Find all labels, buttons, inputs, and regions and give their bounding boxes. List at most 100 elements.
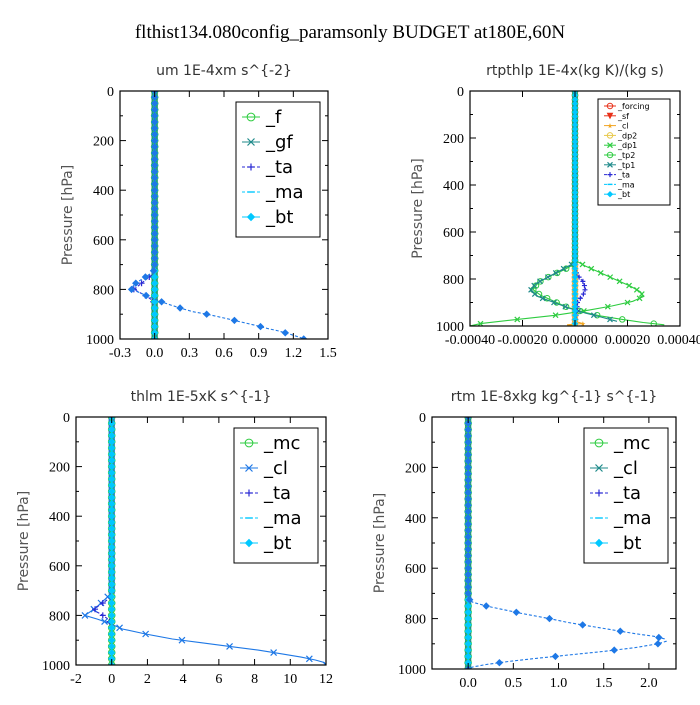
legend-item: _ta — [604, 171, 630, 180]
legend: _forcing_sf_cl_dp2_dp1_tp2_tp1_ta_ma_bt — [597, 98, 671, 206]
y-tick-label: 0 — [107, 85, 114, 100]
series-tp1-point — [551, 299, 557, 306]
x-tick-label: -0.00020 — [497, 333, 547, 348]
legend-label: _dp1 — [617, 141, 637, 150]
series-dp1-point — [579, 261, 586, 268]
legend-swatch-marker — [595, 464, 603, 472]
legend-swatch-marker — [594, 538, 604, 548]
series-tp2-point — [553, 269, 561, 277]
legend-swatch-marker — [246, 212, 256, 222]
series-cl-point — [226, 642, 233, 650]
series-cl-point — [116, 624, 123, 632]
legend-label: _ma — [265, 182, 304, 203]
legend-item: _ta — [242, 157, 293, 178]
legend-label: _tp1 — [617, 161, 635, 170]
legend-swatch-marker — [245, 464, 253, 472]
legend-swatch-marker — [607, 123, 613, 129]
series-cl-point — [270, 649, 278, 657]
y-tick-label: 200 — [49, 461, 70, 476]
legend-item: _sf — [604, 112, 629, 121]
series-profile-5-point — [654, 640, 662, 648]
plot-area — [464, 417, 667, 669]
y-tick-label: 400 — [93, 184, 114, 199]
legend-swatch-marker — [606, 190, 614, 198]
plot-area — [81, 417, 326, 665]
legend-item: _dp1 — [604, 141, 637, 150]
series-tp1-point — [572, 91, 578, 94]
x-tick-label: 10 — [283, 672, 297, 687]
series-profile-5-point — [495, 658, 504, 667]
legend-label: _ma — [617, 180, 635, 189]
x-tick-label: 1.5 — [595, 676, 613, 691]
x-tick-label: 4 — [180, 672, 187, 687]
y-tick-label: 800 — [443, 273, 464, 288]
series-tp1-point — [590, 312, 597, 319]
legend-label: _mc — [613, 433, 650, 454]
series-profile-5-point — [300, 335, 308, 339]
legend-swatch-marker — [247, 138, 255, 146]
x-tick-label: 1.2 — [285, 346, 303, 361]
series-profile-5-point — [132, 279, 140, 287]
series-profile-5-line — [130, 91, 304, 339]
legend-item: _gf — [242, 132, 293, 153]
series-cl-point — [322, 661, 326, 665]
y-tick-label: 0 — [63, 411, 70, 426]
series-cl-point — [81, 611, 89, 619]
x-tick-label: 0.0 — [146, 346, 164, 361]
legend-label: _bt — [617, 190, 630, 199]
x-tick-label: 8 — [251, 672, 258, 687]
legend-item: _bt — [604, 190, 630, 199]
series-profile-5-point — [142, 291, 150, 300]
y-tick-label: 800 — [405, 613, 426, 628]
x-tick-label: -0.00040 — [445, 333, 495, 348]
legend-item: _ma — [604, 180, 635, 189]
series-dp1-point — [636, 295, 643, 302]
x-tick-label: -2 — [70, 672, 82, 687]
legend-label: _bt — [263, 533, 291, 554]
panel-thlm: thlm 1E-5xK s^{-1} Pressure [hPa] 0 200 400 6… — [16, 389, 333, 687]
series-tp1-point — [544, 274, 551, 281]
y-tick-label: 0 — [457, 85, 464, 100]
series-dp1-point — [552, 312, 559, 319]
series-profile-5-point — [141, 273, 150, 281]
panel-um: um 1E-4xm s^{-2} Pressure [hPa] 0 200 400 600… — [60, 63, 337, 361]
legend-label: _mc — [263, 433, 300, 454]
y-tick-label: 400 — [405, 512, 426, 527]
legend-swatch-marker — [244, 538, 254, 548]
chart-title: thlm 1E-5xK s^{-1} — [131, 389, 272, 405]
series-profile-5-point — [176, 304, 184, 312]
series-dp1-point — [514, 316, 521, 323]
x-tick-label: 0.3 — [181, 346, 199, 361]
x-tick-label: 0.0 — [459, 676, 477, 691]
legend-label: _cl — [613, 458, 638, 479]
series-dp1-point — [626, 282, 632, 289]
legend-swatch-marker — [244, 438, 254, 448]
series-dp1-point — [638, 291, 645, 297]
legend-item: _ta — [590, 483, 641, 504]
series-cl-point — [305, 655, 313, 663]
series-cl-point — [108, 417, 116, 421]
legend-label: _ta — [265, 157, 293, 178]
series-tp1-point — [560, 265, 567, 272]
series-ta-point — [580, 291, 586, 297]
legend-item: _bt — [242, 207, 293, 228]
x-tick-label: 12 — [319, 672, 333, 687]
legend-swatch-marker — [594, 438, 604, 448]
series-profile-5-point — [578, 621, 587, 629]
x-tick-label: 0.5 — [505, 676, 523, 691]
series-cl-point — [464, 417, 472, 421]
x-tick-label: 0.00040 — [657, 333, 700, 348]
y-tick-label: 800 — [93, 283, 114, 298]
legend-swatch-marker — [606, 102, 614, 110]
series-profile-5-point — [551, 652, 560, 661]
series-dp1-point — [633, 286, 640, 293]
series-profile-5-point — [127, 285, 136, 294]
legend-swatch-marker — [606, 151, 614, 159]
series-tp1-point — [552, 269, 559, 276]
y-tick-label: 400 — [49, 510, 70, 525]
y-tick-label: 800 — [49, 609, 70, 624]
series-cl-point — [580, 321, 586, 326]
series-gf-point — [151, 91, 159, 95]
legend-label: _f — [265, 107, 282, 128]
panel-rtpthlp: rtpthlp 1E-4x(kg K)/(kg s) Pressure [hPa]… — [410, 63, 700, 348]
